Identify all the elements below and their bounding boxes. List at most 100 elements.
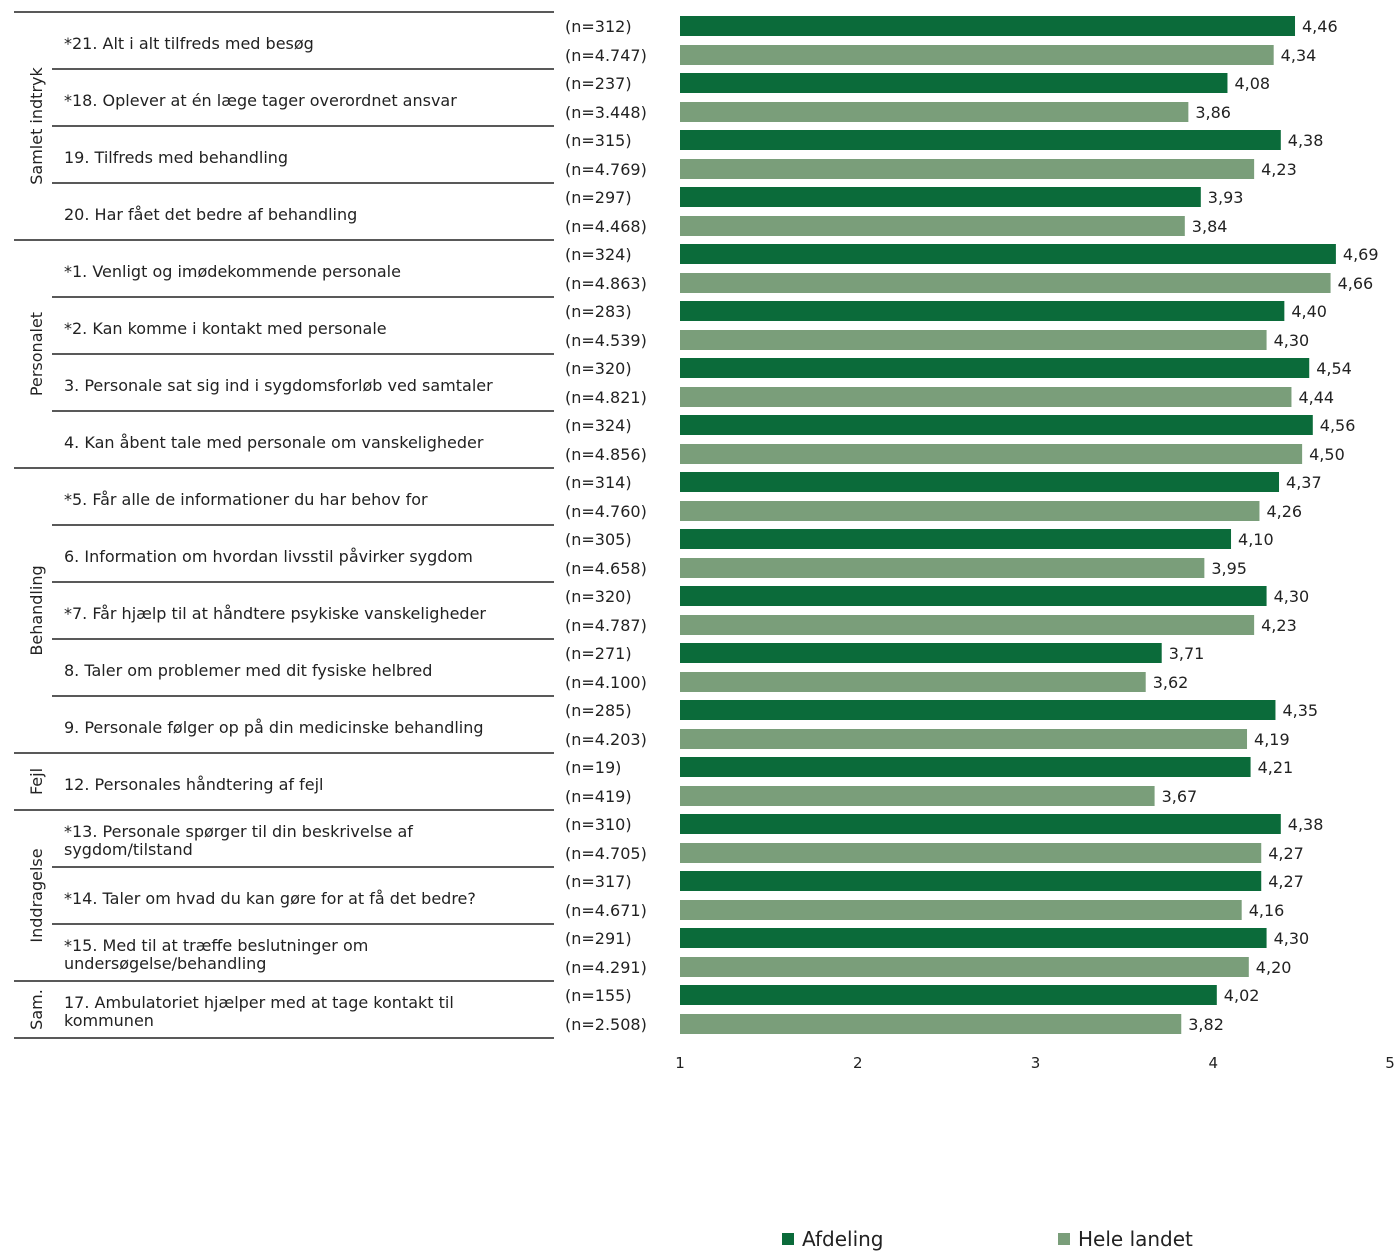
question-label: *14. Taler om hvad du kan gøre for at få… — [64, 889, 476, 908]
bar-afdeling — [680, 244, 1336, 264]
n-label-hele-landet: (n=4.760) — [565, 502, 647, 521]
n-label-hele-landet: (n=4.747) — [565, 46, 647, 65]
question-label: *13. Personale spørger til din beskrivel… — [64, 822, 413, 841]
value-label-afdeling: 4,30 — [1274, 929, 1310, 948]
n-label-afdeling: (n=283) — [565, 302, 632, 321]
value-label-hele-landet: 3,95 — [1211, 559, 1247, 578]
question-label-cont: kommunen — [64, 1011, 154, 1030]
satisfaction-bar-chart: *21. Alt i alt tilfreds med besøg (n=312)… — [14, 11, 1395, 1072]
group-label: Behandling — [27, 565, 46, 655]
group-label: Samlet indtryk — [27, 67, 46, 185]
value-label-afdeling: 4,21 — [1258, 758, 1294, 777]
value-label-hele-landet: 4,66 — [1338, 274, 1374, 293]
bar-hele-landet — [680, 1014, 1182, 1034]
value-label-afdeling: 4,38 — [1288, 131, 1324, 150]
x-tick-label: 3 — [1031, 1054, 1041, 1072]
n-label-hele-landet: (n=4.671) — [565, 901, 647, 920]
value-label-hele-landet: 3,84 — [1192, 217, 1228, 236]
n-label-afdeling: (n=310) — [565, 815, 632, 834]
n-label-afdeling: (n=324) — [565, 416, 632, 435]
value-label-hele-landet: 4,23 — [1261, 616, 1297, 635]
bar-hele-landet — [680, 501, 1260, 521]
value-label-hele-landet: 4,19 — [1254, 730, 1290, 749]
bar-hele-landet — [680, 45, 1274, 65]
question-label: 8. Taler om problemer med dit fysiske he… — [64, 661, 432, 680]
group-label: Inddragelse — [27, 848, 46, 942]
bar-afdeling — [680, 928, 1267, 948]
bar-afdeling — [680, 472, 1280, 492]
value-label-hele-landet: 4,50 — [1309, 445, 1345, 464]
n-label-hele-landet: (n=4.658) — [565, 559, 647, 578]
n-label-hele-landet: (n=4.539) — [565, 331, 647, 350]
value-label-afdeling: 3,71 — [1169, 644, 1205, 663]
group-label: Sam. — [27, 989, 46, 1030]
bar-afdeling — [680, 358, 1310, 378]
bar-afdeling — [680, 814, 1281, 834]
bar-hele-landet — [680, 957, 1249, 977]
legend-label-hele-landet: Hele landet — [1078, 1227, 1193, 1251]
value-label-hele-landet: 4,27 — [1268, 844, 1304, 863]
n-label-afdeling: (n=305) — [565, 530, 632, 549]
question-label: 20. Har fået det bedre af behandling — [64, 205, 357, 224]
value-label-hele-landet: 4,16 — [1249, 901, 1285, 920]
question-label-cont: sygdom/tilstand — [64, 840, 193, 859]
n-label-afdeling: (n=19) — [565, 758, 621, 777]
value-label-hele-landet: 4,26 — [1266, 502, 1302, 521]
value-label-afdeling: 4,35 — [1282, 701, 1318, 720]
value-label-hele-landet: 4,44 — [1298, 388, 1334, 407]
question-label: 17. Ambulatoriet hjælper med at tage kon… — [64, 993, 454, 1012]
n-label-hele-landet: (n=4.468) — [565, 217, 647, 236]
value-label-hele-landet: 4,20 — [1256, 958, 1292, 977]
bar-afdeling — [680, 643, 1162, 663]
value-label-hele-landet: 3,67 — [1162, 787, 1198, 806]
n-label-hele-landet: (n=4.100) — [565, 673, 647, 692]
bar-hele-landet — [680, 273, 1331, 293]
legend-swatch-hele-landet — [1058, 1233, 1070, 1245]
question-label: *1. Venligt og imødekommende personale — [64, 262, 401, 281]
bar-hele-landet — [680, 387, 1292, 407]
value-label-hele-landet: 4,30 — [1274, 331, 1310, 350]
value-label-hele-landet: 3,62 — [1153, 673, 1189, 692]
x-tick-label: 2 — [853, 1054, 863, 1072]
legend-item-hele-landet: Hele landet — [1058, 1224, 1193, 1254]
question-label: *21. Alt i alt tilfreds med besøg — [64, 34, 314, 53]
n-label-hele-landet: (n=4.705) — [565, 844, 647, 863]
n-label-afdeling: (n=317) — [565, 872, 632, 891]
legend-item-afdeling: Afdeling — [782, 1224, 884, 1254]
bar-afdeling — [680, 73, 1228, 93]
n-label-afdeling: (n=320) — [565, 587, 632, 606]
x-tick-label: 5 — [1385, 1054, 1395, 1072]
bar-afdeling — [680, 586, 1267, 606]
value-label-afdeling: 4,02 — [1224, 986, 1260, 1005]
bar-hele-landet — [680, 159, 1255, 179]
n-label-afdeling: (n=271) — [565, 644, 632, 663]
value-label-afdeling: 3,93 — [1208, 188, 1244, 207]
n-label-afdeling: (n=314) — [565, 473, 632, 492]
x-tick-label: 1 — [675, 1054, 685, 1072]
n-label-afdeling: (n=155) — [565, 986, 632, 1005]
n-label-afdeling: (n=237) — [565, 74, 632, 93]
legend-swatch-afdeling — [782, 1233, 794, 1245]
bar-hele-landet — [680, 444, 1303, 464]
bar-afdeling — [680, 130, 1281, 150]
n-label-hele-landet: (n=419) — [565, 787, 632, 806]
n-label-afdeling: (n=291) — [565, 929, 632, 948]
bar-afdeling — [680, 187, 1201, 207]
n-label-afdeling: (n=312) — [565, 17, 632, 36]
n-label-hele-landet: (n=4.291) — [565, 958, 647, 977]
question-label: *15. Med til at træffe beslutninger om — [64, 936, 368, 955]
n-label-afdeling: (n=285) — [565, 701, 632, 720]
n-label-afdeling: (n=320) — [565, 359, 632, 378]
bar-hele-landet — [680, 843, 1262, 863]
value-label-afdeling: 4,10 — [1238, 530, 1274, 549]
bar-hele-landet — [680, 102, 1189, 122]
bar-hele-landet — [680, 615, 1255, 635]
value-label-hele-landet: 4,23 — [1261, 160, 1297, 179]
bar-afdeling — [680, 529, 1232, 549]
n-label-hele-landet: (n=2.508) — [565, 1015, 647, 1034]
question-label: *18. Oplever at én læge tager overordnet… — [64, 91, 457, 110]
value-label-hele-landet: 4,34 — [1281, 46, 1317, 65]
legend-label-afdeling: Afdeling — [802, 1227, 884, 1251]
group-label: Fejl — [27, 768, 46, 795]
question-label: 9. Personale følger op på din medicinske… — [64, 718, 484, 737]
